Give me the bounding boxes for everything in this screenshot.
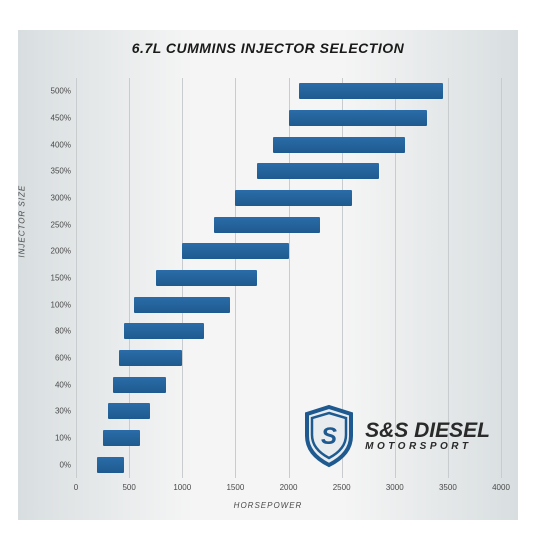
- x-tick-label: 2000: [280, 483, 298, 492]
- bar: [182, 243, 288, 259]
- y-tick-label: 0%: [59, 460, 71, 469]
- y-tick-label: 10%: [55, 434, 71, 443]
- bar: [113, 377, 166, 393]
- bar: [97, 457, 124, 473]
- shield-icon: S: [301, 404, 357, 468]
- bar: [134, 297, 230, 313]
- x-tick-label: 1000: [173, 483, 191, 492]
- gridline: [501, 78, 502, 478]
- brand-text: S&S DIESEL MOTORSPORT: [365, 420, 490, 452]
- y-tick-label: 40%: [55, 380, 71, 389]
- y-axis-title: INJECTOR SIZE: [18, 185, 27, 258]
- bar: [214, 217, 320, 233]
- brand-sub: MOTORSPORT: [365, 442, 490, 452]
- x-tick-label: 4000: [492, 483, 510, 492]
- y-tick-label: 100%: [51, 300, 71, 309]
- y-tick-label: 500%: [51, 87, 71, 96]
- x-tick-label: 2500: [333, 483, 351, 492]
- x-axis-title: HORSEPOWER: [234, 501, 303, 510]
- bar: [289, 110, 427, 126]
- chart-container: 6.7L CUMMINS INJECTOR SELECTION INJECTOR…: [18, 30, 518, 520]
- y-tick-label: 30%: [55, 407, 71, 416]
- bar: [235, 190, 352, 206]
- x-tick-label: 0: [74, 483, 78, 492]
- y-tick-label: 250%: [51, 220, 71, 229]
- bar: [273, 137, 406, 153]
- gridline: [76, 78, 77, 478]
- bar: [108, 403, 151, 419]
- y-tick-label: 300%: [51, 194, 71, 203]
- x-tick-label: 3500: [439, 483, 457, 492]
- y-tick-label: 400%: [51, 140, 71, 149]
- x-tick-label: 3000: [386, 483, 404, 492]
- chart-title: 6.7L CUMMINS INJECTOR SELECTION: [18, 30, 518, 56]
- x-tick-label: 1500: [226, 483, 244, 492]
- x-tick-label: 500: [122, 483, 135, 492]
- brand-logo: S S&S DIESEL MOTORSPORT: [301, 404, 490, 468]
- bar: [119, 350, 183, 366]
- y-tick-label: 200%: [51, 247, 71, 256]
- bar: [299, 83, 442, 99]
- y-tick-label: 150%: [51, 274, 71, 283]
- y-tick-label: 450%: [51, 114, 71, 123]
- bar: [124, 323, 204, 339]
- bar: [103, 430, 140, 446]
- y-tick-label: 350%: [51, 167, 71, 176]
- svg-text:S: S: [321, 423, 337, 450]
- bar: [257, 163, 379, 179]
- y-tick-label: 80%: [55, 327, 71, 336]
- y-tick-label: 60%: [55, 354, 71, 363]
- bar: [156, 270, 257, 286]
- brand-main: S&S DIESEL: [365, 420, 490, 441]
